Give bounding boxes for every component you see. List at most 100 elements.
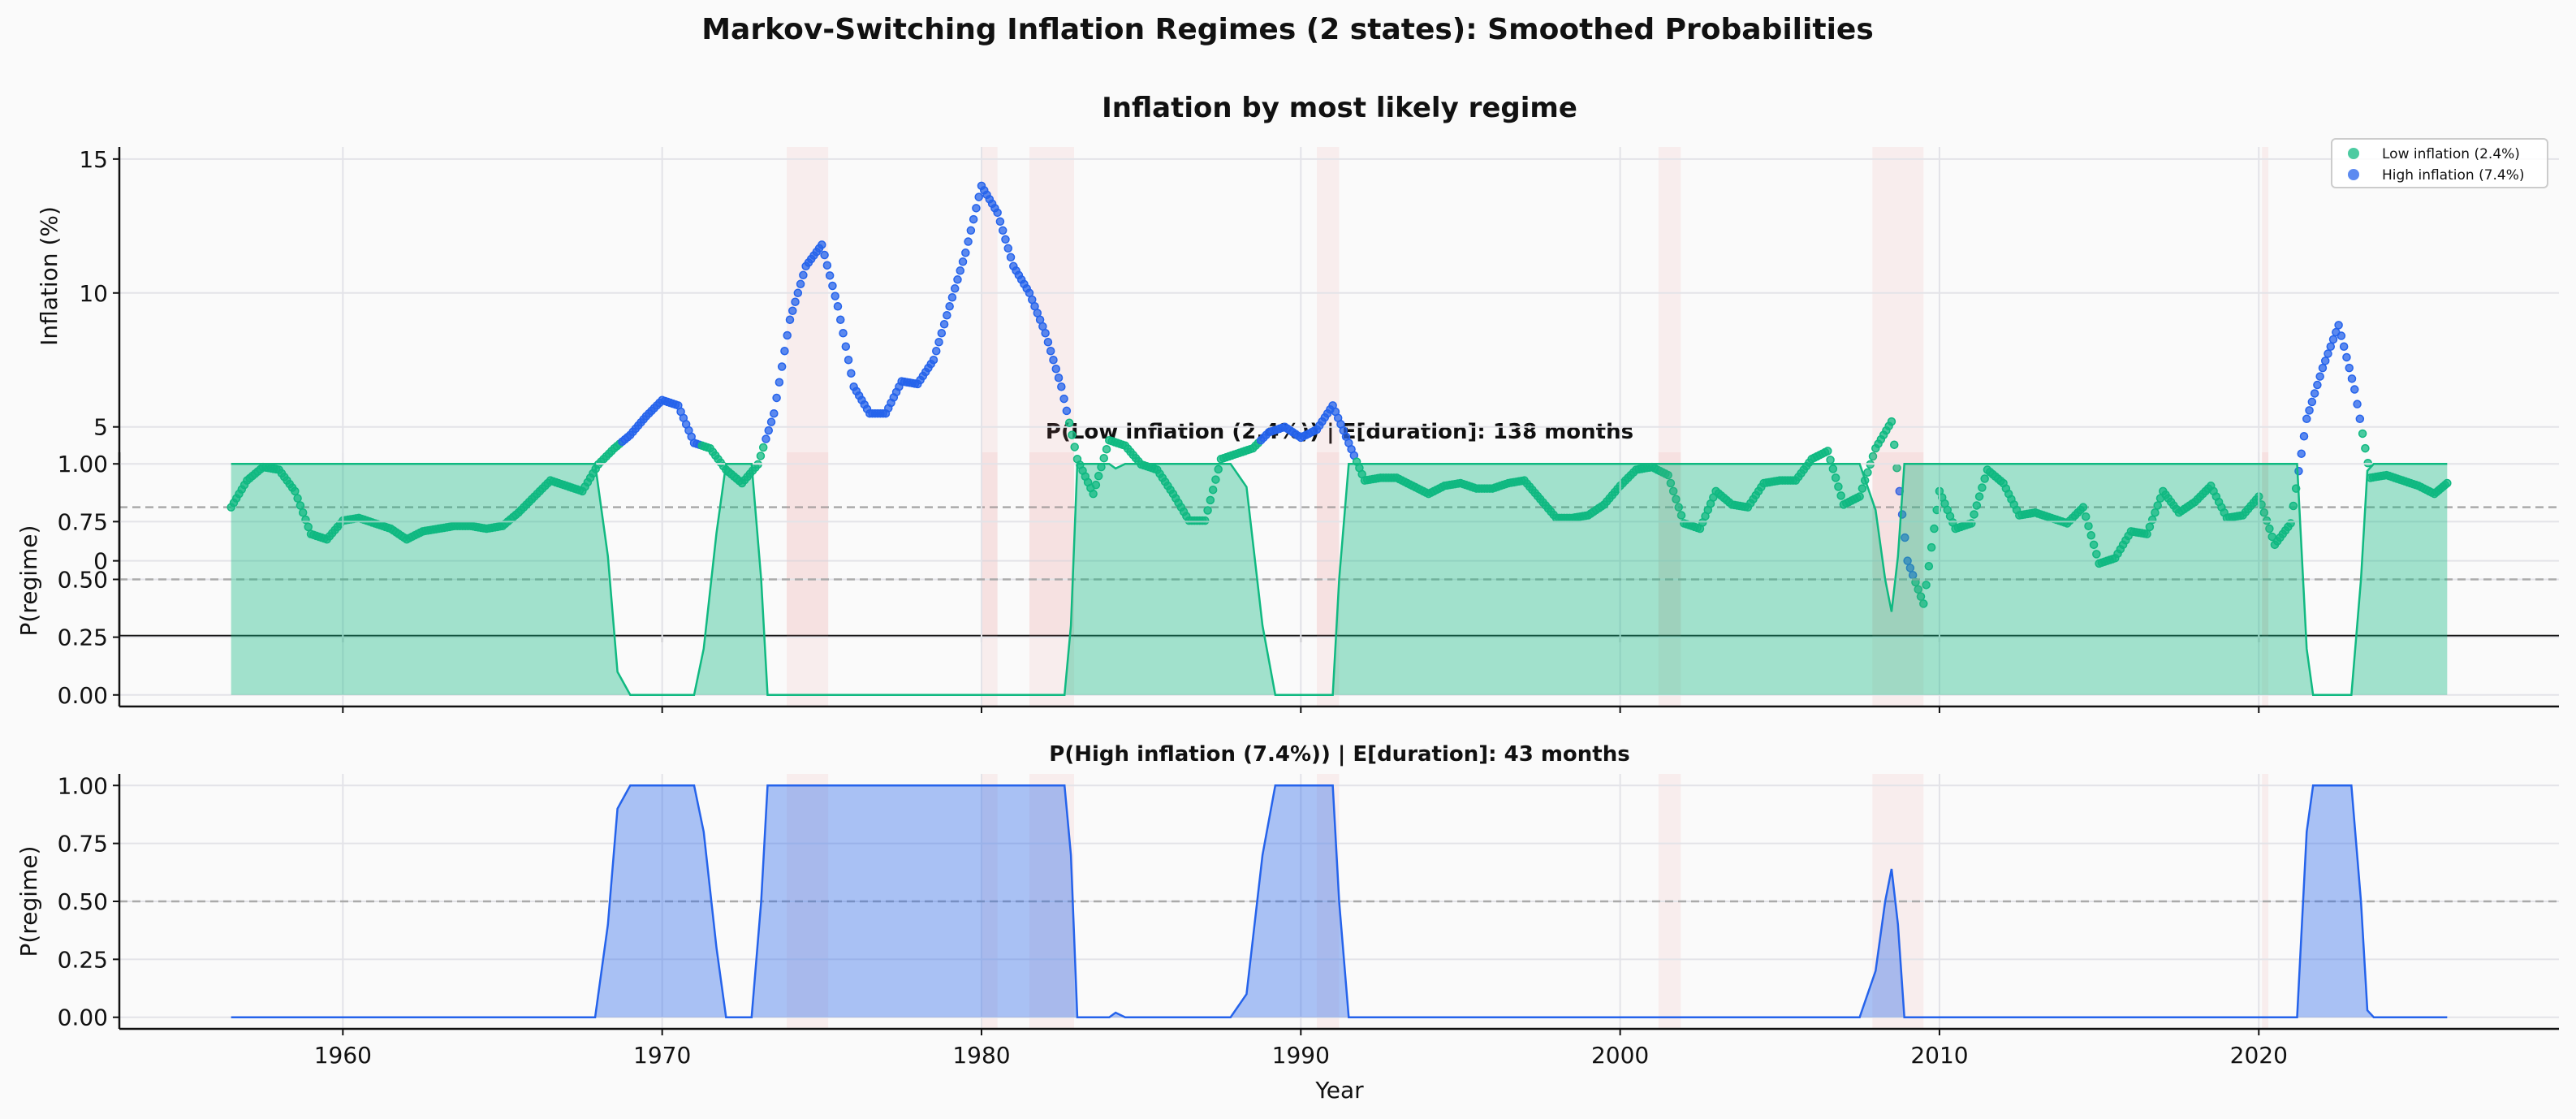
high-regime-point <box>788 306 797 316</box>
high-regime-point <box>796 279 805 289</box>
low-regime-point <box>1828 464 1838 473</box>
high-regime-point <box>969 214 978 224</box>
low-regime-point <box>2259 508 2269 517</box>
recession-band <box>1658 147 1681 636</box>
panel1-ylabel: Inflation (%) <box>36 206 63 346</box>
high-regime-point <box>822 261 832 270</box>
low-regime-point <box>1889 440 1899 449</box>
high-regime-point <box>2328 335 2338 344</box>
high-regime-point <box>777 362 787 371</box>
high-regime-point <box>2345 363 2354 373</box>
high-regime-point <box>947 293 957 302</box>
high-regime-point <box>2337 331 2346 340</box>
low-regime-point <box>1970 510 1978 519</box>
low-regime-point <box>756 451 766 460</box>
high-regime-point <box>783 331 792 340</box>
low-regime-point <box>2151 508 2160 517</box>
low-regime-point <box>1826 456 1835 464</box>
low-regime-point <box>1064 418 1074 428</box>
high-regime-point <box>764 426 774 435</box>
high-regime-point <box>1054 373 1064 382</box>
y-tick-label: 5 <box>93 414 108 441</box>
legend-marker-low <box>2348 148 2359 159</box>
high-regime-point <box>1049 355 1058 365</box>
high-regime-point <box>839 329 848 338</box>
x-tick-label: 1960 <box>314 1042 372 1069</box>
high-regime-point <box>825 271 835 280</box>
high-probability-line <box>231 784 2448 1018</box>
high-regime-point <box>785 315 795 325</box>
panel3-title: P(High inflation (7.4%)) | E[duration]: … <box>1049 742 1629 767</box>
high-regime-point <box>945 302 954 311</box>
y-tick-label: 0.25 <box>58 624 108 651</box>
high-regime-point <box>2320 356 2330 365</box>
low-regime-point <box>2081 512 2091 521</box>
low-regime-point <box>1980 474 1989 483</box>
x-tick-label: 1970 <box>633 1042 691 1069</box>
high-regime-point <box>780 346 789 356</box>
high-regime-point <box>831 292 839 300</box>
high-regime-point <box>847 369 856 378</box>
low-regime-point <box>1855 492 1864 501</box>
high-regime-point <box>998 226 1008 235</box>
high-regime-point <box>2305 406 2314 415</box>
high-regime-point <box>961 248 970 257</box>
low-regime-point <box>1211 475 1220 484</box>
high-regime-point <box>2307 397 2317 407</box>
high-regime-point <box>2315 372 2324 381</box>
low-regime-point <box>1922 581 1931 590</box>
low-probability-line <box>231 462 2448 697</box>
low-regime-point <box>1102 444 1111 454</box>
recession-band <box>2262 147 2269 636</box>
low-regime-point <box>2142 529 2151 538</box>
legend-label-low: Low inflation (2.4%) <box>2382 146 2520 162</box>
x-tick-label: 2010 <box>1910 1042 1968 1069</box>
low-regime-point <box>1099 453 1109 463</box>
low-regime-point <box>1916 592 1926 601</box>
high-regime-point <box>833 302 843 311</box>
panel2-ylabel: P(regime) <box>15 525 42 637</box>
high-regime-point <box>939 320 949 329</box>
y-tick-label: 0.50 <box>58 567 108 594</box>
high-regime-point <box>2324 349 2332 358</box>
low-regime-point <box>2089 540 2099 550</box>
high-regime-point <box>2310 389 2319 398</box>
low-regime-point <box>1214 464 1223 474</box>
y-tick-label: 10 <box>79 280 108 307</box>
y-tick-label: 0.25 <box>58 946 108 973</box>
high-regime-point <box>2318 363 2328 373</box>
low-regime-point <box>1836 491 1845 500</box>
high-regime-point <box>2355 414 2365 424</box>
low-regime-point <box>1919 599 1928 608</box>
x-axis-label: Year <box>1314 1077 1364 1104</box>
high-regime-point <box>770 408 779 418</box>
high-regime-point <box>844 355 853 365</box>
low-regime-point <box>1068 430 1077 439</box>
panel3-ylabel: P(regime) <box>15 846 42 957</box>
high-regime-point <box>2326 342 2336 351</box>
low-regime-point <box>1972 501 1982 510</box>
high-regime-point <box>820 250 829 260</box>
recession-band <box>787 147 829 636</box>
x-tick-label: 1990 <box>1272 1042 1330 1069</box>
high-regime-point <box>775 378 784 387</box>
high-regime-point <box>2353 400 2362 408</box>
high-regime-point <box>958 257 968 266</box>
low-regime-point <box>1091 480 1101 490</box>
legend: Low inflation (2.4%) High inflation (7.4… <box>2331 138 2548 188</box>
low-regime-point <box>2443 478 2452 488</box>
low-regime-point <box>1668 486 1678 496</box>
low-regime-point <box>2153 501 2162 510</box>
low-regime-point <box>1206 495 1215 505</box>
high-regime-point <box>964 237 973 246</box>
high-regime-point <box>793 288 803 298</box>
high-regime-point <box>972 204 981 213</box>
low-regime-point <box>1672 495 1681 504</box>
y-tick-label: 0.00 <box>58 682 108 709</box>
high-regime-point <box>2350 385 2359 394</box>
high-regime-point <box>818 240 826 249</box>
high-regime-point <box>766 417 776 426</box>
high-regime-point <box>956 266 965 275</box>
y-tick-label: 0 <box>93 548 108 575</box>
